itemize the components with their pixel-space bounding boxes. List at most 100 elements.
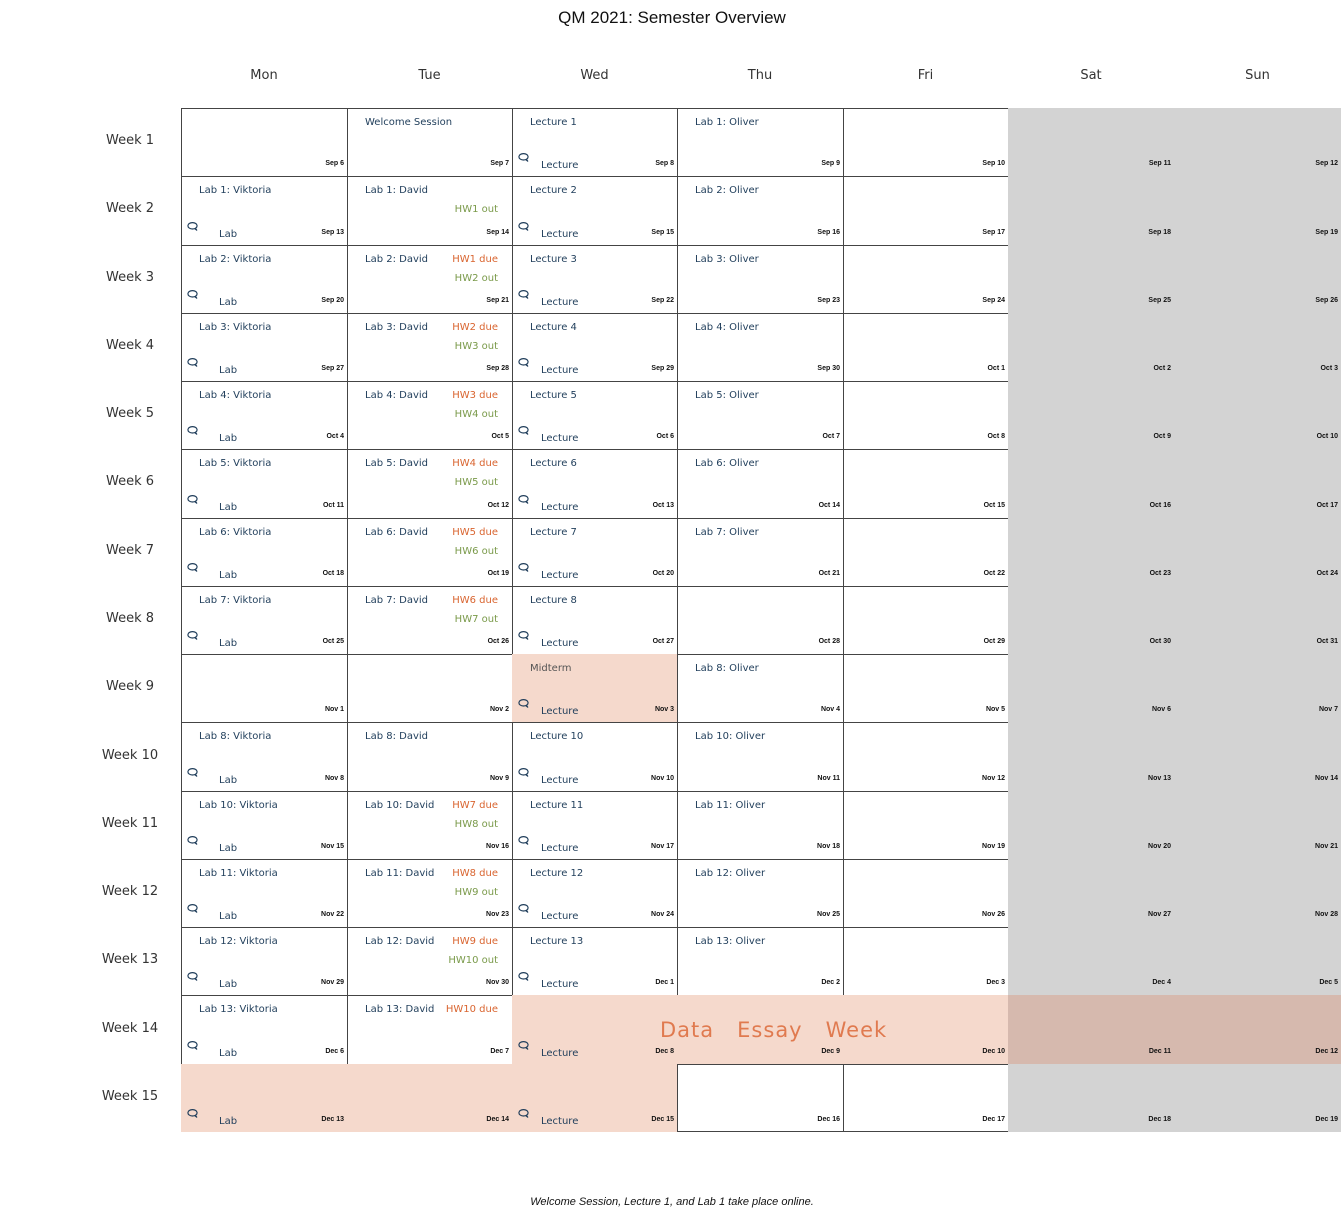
session-type-label: Lecture bbox=[541, 433, 579, 445]
date-label: Oct 18 bbox=[322, 569, 344, 577]
day-cell: Oct 29 bbox=[843, 585, 1009, 656]
day-cell: Sep 24 bbox=[843, 244, 1009, 314]
day-header-tue: Tue bbox=[418, 68, 441, 83]
date-label: Nov 15 bbox=[321, 842, 344, 850]
date-label: Oct 3 bbox=[1320, 365, 1338, 373]
day-cell: Lab 8: David Nov 9 bbox=[347, 722, 513, 792]
date-label: Nov 11 bbox=[817, 774, 840, 782]
day-cell: Lecture 5 Lecture Oct 6 bbox=[512, 381, 678, 451]
date-label: Sep 14 bbox=[486, 228, 509, 236]
day-cell: Nov 1 bbox=[181, 654, 348, 724]
homework-due-label: HW8 due bbox=[452, 867, 498, 879]
chat-bubble-icon bbox=[187, 972, 198, 984]
day-cell: Oct 15 bbox=[843, 449, 1009, 519]
date-label: Nov 14 bbox=[1315, 774, 1338, 782]
date-label: Nov 5 bbox=[985, 706, 1005, 714]
footnote: Welcome Session, Lecture 1, and Lab 1 ta… bbox=[530, 1196, 814, 1208]
event-label: Lab 13: David bbox=[365, 1004, 435, 1016]
day-cell: Lecture 3 Lecture Sep 22 bbox=[512, 244, 678, 314]
day-cell: Lab 13: Oliver Dec 2 bbox=[677, 927, 844, 997]
day-cell: Lecture 11 Lecture Nov 17 bbox=[512, 790, 678, 860]
event-label: Lab 12: Oliver bbox=[695, 867, 766, 879]
chat-bubble-icon bbox=[187, 426, 198, 438]
date-label: Nov 12 bbox=[982, 774, 1005, 782]
date-label: Oct 20 bbox=[652, 569, 674, 577]
day-cell: Dec 12 bbox=[1174, 995, 1341, 1065]
day-cell: Lecture 8 Lecture Oct 27 bbox=[512, 585, 678, 656]
date-label: Sep 29 bbox=[651, 365, 674, 373]
day-cell: Nov 14 bbox=[1174, 722, 1341, 792]
event-label: Lab 8: Viktoria bbox=[199, 731, 272, 743]
day-cell: Lab 5: David HW4 due HW5 out Oct 12 bbox=[347, 449, 513, 519]
day-cell: Nov 2 bbox=[347, 654, 513, 724]
day-cell: Lab 1: Oliver Sep 9 bbox=[677, 108, 844, 178]
date-label: Dec 9 bbox=[821, 1047, 840, 1055]
event-label: Lab 11: Viktoria bbox=[199, 867, 278, 879]
day-cell: Nov 6 bbox=[1008, 654, 1175, 724]
day-cell: Welcome Session Sep 7 bbox=[347, 108, 513, 178]
event-label: Lab 12: David bbox=[365, 936, 435, 948]
date-label: Oct 4 bbox=[326, 433, 344, 441]
event-label: Lecture 1 bbox=[530, 117, 577, 128]
session-type-label: Lecture bbox=[541, 842, 579, 854]
session-type-label: Lecture bbox=[541, 1047, 579, 1059]
date-label: Nov 26 bbox=[982, 911, 1005, 919]
event-label: Lab 4: Oliver bbox=[695, 321, 759, 333]
event-label: Welcome Session bbox=[365, 117, 453, 128]
date-label: Nov 17 bbox=[651, 842, 674, 850]
session-type-label: Lecture bbox=[541, 1115, 579, 1127]
day-cell: Dec 19 bbox=[1174, 1063, 1341, 1132]
chat-bubble-icon bbox=[187, 1040, 198, 1053]
day-cell: Lab 12: Oliver Nov 25 bbox=[677, 858, 844, 929]
session-type-label: Lecture bbox=[541, 501, 579, 513]
date-label: Sep 12 bbox=[1315, 160, 1338, 168]
date-label: Oct 11 bbox=[322, 501, 344, 509]
date-label: Oct 22 bbox=[983, 569, 1005, 577]
week-label: Week 8 bbox=[105, 611, 155, 626]
day-cell: Nov 13 bbox=[1008, 722, 1175, 792]
session-type-label: Lab bbox=[219, 365, 238, 377]
day-cell: Lab 11: David HW8 due HW9 out Nov 23 bbox=[347, 858, 513, 929]
day-header-thu: Thu bbox=[747, 68, 773, 83]
homework-out-label: HW3 out bbox=[454, 340, 498, 352]
date-label: Oct 25 bbox=[322, 638, 344, 646]
day-cell: Lab 3: Viktoria Lab Sep 27 bbox=[181, 312, 348, 383]
date-label: Nov 8 bbox=[324, 774, 344, 782]
week-label: Week 15 bbox=[101, 1088, 159, 1104]
chat-bubble-icon bbox=[518, 153, 529, 165]
day-cell: Nov 12 bbox=[843, 722, 1009, 792]
day-cell: Lecture 12 Lecture Nov 24 bbox=[512, 858, 678, 929]
event-label: Lab 6: David bbox=[365, 526, 429, 538]
event-label: Lab 8: Oliver bbox=[695, 663, 759, 675]
date-label: Dec 1 bbox=[655, 979, 674, 987]
date-label: Dec 12 bbox=[1315, 1047, 1338, 1055]
event-label: Lab 5: David bbox=[365, 458, 429, 470]
week-label: Week 6 bbox=[105, 474, 155, 490]
date-label: Oct 31 bbox=[1316, 638, 1338, 646]
week-label: Week 12 bbox=[101, 884, 159, 900]
date-label: Sep 11 bbox=[1148, 160, 1171, 168]
session-type-label: Lecture bbox=[541, 979, 579, 991]
day-cell: Sep 6 bbox=[181, 108, 348, 178]
event-label: Lab 10: Viktoria bbox=[199, 799, 278, 811]
session-type-label: Lab bbox=[219, 433, 238, 445]
chat-bubble-icon bbox=[518, 426, 529, 438]
chat-bubble-icon bbox=[518, 904, 529, 916]
date-label: Oct 13 bbox=[652, 501, 674, 509]
event-label: Lecture 11 bbox=[530, 799, 584, 811]
day-cell: Lab 13: Viktoria Lab Dec 6 bbox=[181, 995, 348, 1065]
homework-out-label: HW4 out bbox=[454, 409, 498, 421]
date-label: Nov 22 bbox=[321, 911, 344, 919]
week-label: Week 1 bbox=[105, 133, 155, 149]
day-cell: Nov 20 bbox=[1008, 790, 1175, 860]
homework-out-label: HW1 out bbox=[454, 204, 498, 216]
day-cell: Lab 10: Viktoria Lab Nov 15 bbox=[181, 790, 348, 860]
date-label: Nov 13 bbox=[1148, 774, 1171, 782]
day-cell: Lab 7: Oliver Oct 21 bbox=[677, 517, 844, 587]
event-label: Lecture 3 bbox=[530, 253, 577, 265]
event-label: Midterm bbox=[530, 663, 572, 675]
event-label: Lab 7: Viktoria bbox=[199, 594, 272, 606]
day-cell: Dec 17 bbox=[843, 1063, 1009, 1132]
day-cell: Oct 28 bbox=[677, 585, 844, 656]
day-cell: Lecture 6 Lecture Oct 13 bbox=[512, 449, 678, 519]
